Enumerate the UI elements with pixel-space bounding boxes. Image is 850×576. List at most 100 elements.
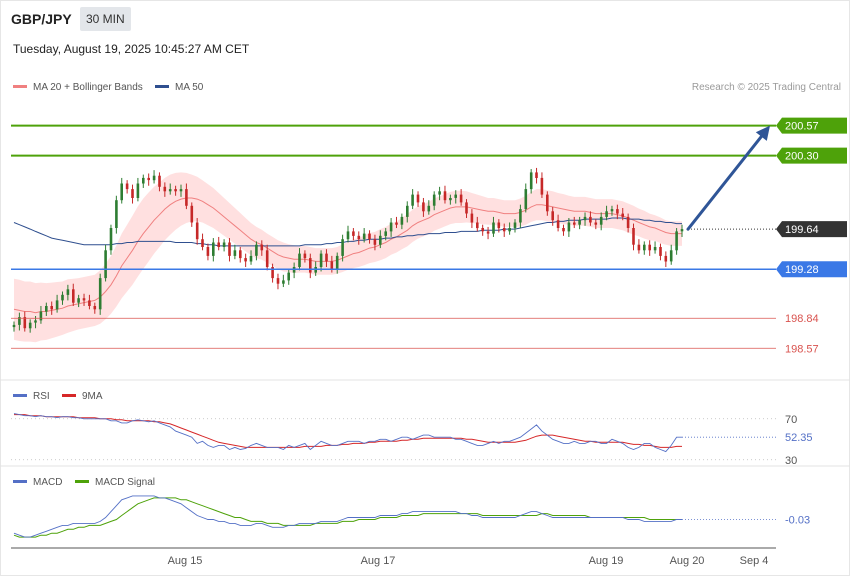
time-axis-tick-label: Aug 15 bbox=[168, 555, 203, 567]
time-axis: Aug 15 Aug 17 Aug 19 Aug 20 Sep 4 bbox=[11, 547, 776, 567]
research-credit: Research © 2025 Trading Central bbox=[692, 82, 841, 93]
candle-body bbox=[540, 177, 544, 195]
candle-body bbox=[61, 294, 64, 301]
candle-body bbox=[589, 216, 592, 223]
candle-body bbox=[249, 255, 253, 262]
candle-body bbox=[626, 216, 630, 228]
price-level-tag bbox=[776, 147, 847, 164]
candle-body bbox=[239, 250, 242, 259]
candle-body bbox=[179, 189, 183, 192]
bollinger-band-area bbox=[14, 172, 682, 343]
candle-body bbox=[669, 250, 673, 262]
candle-body bbox=[486, 231, 490, 234]
rsi-line bbox=[13, 413, 682, 453]
candle-body bbox=[255, 244, 258, 256]
candle-body bbox=[222, 242, 226, 247]
candle-body bbox=[39, 311, 43, 321]
candle-body bbox=[201, 239, 204, 247]
macd-current-label: -0.03 bbox=[785, 514, 810, 526]
projection-arrow-shaft bbox=[686, 129, 768, 231]
candle-body bbox=[152, 175, 156, 181]
candle-body bbox=[583, 216, 587, 221]
time-axis-tick-label: Aug 19 bbox=[589, 555, 624, 567]
candle-body bbox=[427, 205, 431, 212]
candle-body bbox=[115, 200, 118, 228]
candle-body bbox=[147, 177, 150, 181]
legend-macd-signal-label: MACD Signal bbox=[95, 477, 155, 488]
candle-body bbox=[362, 233, 366, 240]
candle-body bbox=[206, 247, 210, 256]
candle-body bbox=[411, 194, 414, 206]
legend-rsi-ma-label: 9MA bbox=[82, 391, 103, 402]
candle-body bbox=[416, 194, 420, 203]
candle-body bbox=[637, 244, 641, 251]
candle-body bbox=[432, 194, 436, 206]
rsi-current-label: 52.35 bbox=[785, 432, 813, 444]
macd-signal-line bbox=[13, 497, 682, 538]
candle-body bbox=[217, 242, 220, 247]
legend-ma20-label: MA 20 + Bollinger Bands bbox=[33, 82, 143, 93]
candle-body bbox=[190, 205, 194, 223]
price-panel: 200.57 200.30 199.64 199.28 198.84 198.57 bbox=[11, 117, 847, 355]
candle-body bbox=[352, 231, 355, 236]
candle-body bbox=[573, 222, 576, 225]
candle-body bbox=[319, 253, 323, 267]
candle-body bbox=[195, 222, 199, 240]
candle-body bbox=[142, 177, 145, 184]
candle-body bbox=[120, 183, 123, 201]
candle-body bbox=[465, 202, 468, 214]
projection-arrow-head bbox=[755, 125, 770, 141]
candle-body bbox=[653, 247, 657, 251]
candle-body bbox=[77, 298, 80, 303]
candle-body bbox=[492, 222, 495, 234]
candle-body bbox=[271, 267, 274, 279]
candle-body bbox=[298, 253, 301, 267]
time-axis-tick-label: Aug 20 bbox=[670, 555, 705, 567]
candle-body bbox=[368, 233, 371, 240]
candle-body bbox=[567, 222, 571, 232]
candle-body bbox=[158, 175, 161, 187]
price-level-label: 199.64 bbox=[785, 224, 819, 236]
legend-macd-signal-swatch bbox=[75, 480, 89, 483]
candle-body bbox=[303, 253, 307, 259]
candle-body bbox=[449, 198, 452, 201]
candle-body bbox=[373, 239, 377, 245]
candle-body bbox=[513, 222, 517, 229]
candle-body bbox=[357, 235, 361, 240]
price-level-label: 198.57 bbox=[785, 343, 819, 355]
datetime-label: Tuesday, August 19, 2025 10:45:27 AM CET bbox=[13, 42, 250, 56]
candle-body bbox=[185, 189, 188, 206]
candle-body bbox=[136, 183, 140, 198]
candle-body bbox=[556, 220, 560, 228]
candle-body bbox=[481, 228, 484, 232]
candle-body bbox=[578, 220, 581, 225]
candle-body bbox=[389, 222, 393, 232]
candle-body bbox=[287, 272, 290, 281]
macd-legend: MACD MACD Signal bbox=[13, 477, 155, 488]
price-level-label: 200.57 bbox=[785, 121, 819, 133]
candle-body bbox=[400, 216, 404, 225]
candle-body bbox=[109, 228, 113, 251]
candle-body bbox=[632, 228, 635, 245]
candle-body bbox=[125, 183, 129, 190]
legend-macd-label: MACD bbox=[33, 477, 62, 488]
candle-body bbox=[438, 191, 441, 195]
candle-body bbox=[395, 222, 398, 225]
candle-body bbox=[34, 320, 37, 323]
candle-body bbox=[379, 235, 382, 245]
candle-body bbox=[45, 306, 48, 312]
candle-body bbox=[50, 306, 53, 310]
price-legend: MA 20 + Bollinger Bands MA 50 bbox=[13, 82, 204, 93]
rsi-tick-label: 30 bbox=[785, 455, 797, 467]
candle-body bbox=[562, 228, 565, 232]
candle-body bbox=[459, 194, 463, 203]
candle-body bbox=[18, 317, 21, 325]
candle-body bbox=[23, 317, 27, 329]
candle-body bbox=[244, 258, 247, 262]
candle-body bbox=[621, 213, 624, 217]
legend-ma50-label: MA 50 bbox=[175, 82, 204, 93]
candle-body bbox=[599, 216, 603, 225]
candle-body bbox=[524, 189, 528, 210]
timeframe-badge[interactable]: 30 MIN bbox=[80, 7, 131, 31]
